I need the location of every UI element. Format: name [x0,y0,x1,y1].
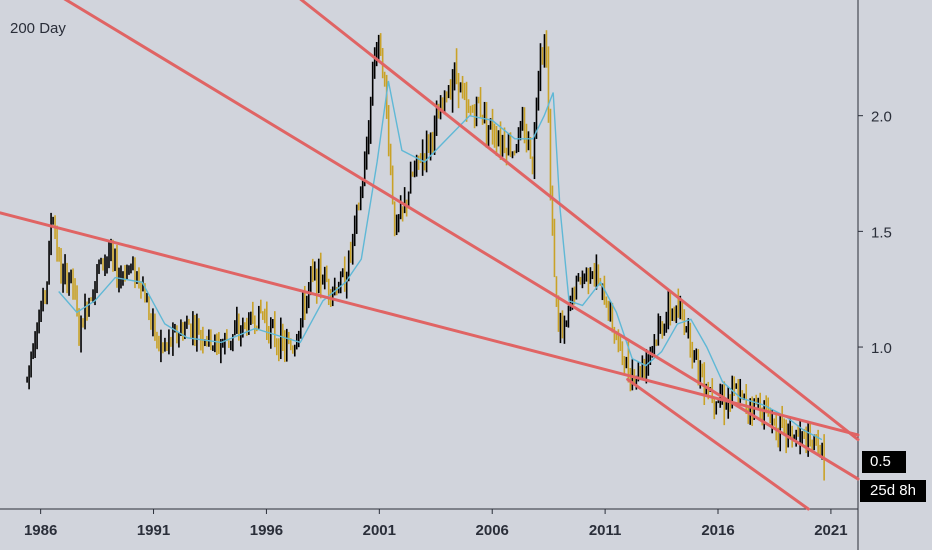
y-axis-ticks: 1.0 1.5 2.0 [858,109,892,357]
trendline[interactable] [626,377,810,511]
trendline[interactable] [59,0,860,481]
x-tick-label: 2011 [589,522,622,539]
x-tick-label: 1991 [137,522,170,539]
x-tick-label: 2001 [363,522,396,539]
last-price-badge: 0.5 [862,451,906,473]
candle-bars [26,30,825,481]
trendline[interactable] [296,0,860,442]
y-tick-label: 1.5 [871,224,892,241]
moving-average-layer [58,80,823,441]
trendline-layer [0,0,860,511]
y-tick-label: 1.0 [871,340,892,357]
x-tick-label: 1986 [24,522,57,539]
bar-countdown-badge: 25d 8h [860,480,926,502]
moving-average-line [58,80,823,441]
x-tick-label: 2021 [814,522,847,539]
indicator-label: 200 Day [10,20,66,37]
x-axis-ticks: 1986 1991 1996 2001 2006 2011 2016 2021 [24,509,848,539]
x-tick-label: 2016 [701,522,734,539]
x-tick-label: 2006 [476,522,509,539]
x-tick-label: 1996 [250,522,283,539]
y-tick-label: 2.0 [871,109,892,126]
trendline[interactable] [0,211,860,437]
